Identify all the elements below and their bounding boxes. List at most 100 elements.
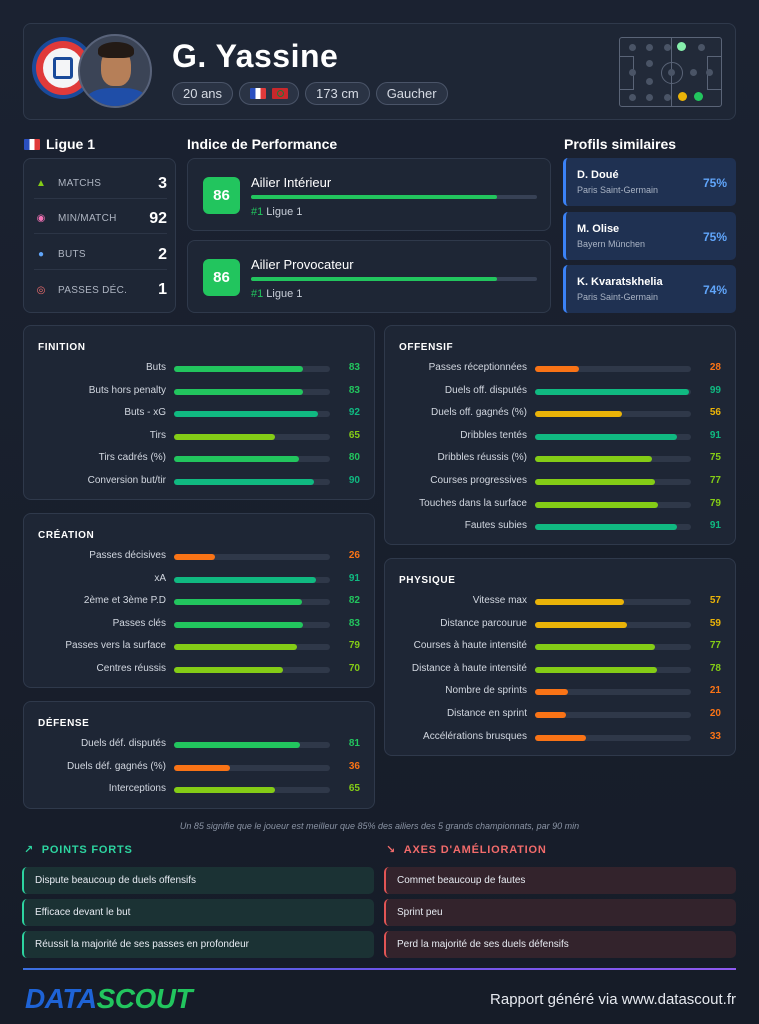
nationality-chip <box>239 82 300 105</box>
performance-card-1: 86 Ailier Intérieur #1 Ligue 1 <box>187 158 551 231</box>
stat-bar-label: Nombre de sprints <box>445 685 527 697</box>
stat-bar-row: Conversion but/tir 90 <box>24 475 374 489</box>
performance-role: Ailier Intérieur <box>251 175 332 190</box>
similar-profile-pct: 75% <box>702 230 727 244</box>
stat-bar-label: Dribbles réussis (%) <box>437 452 527 464</box>
stat-bar-label: Conversion but/tir <box>87 475 166 486</box>
position-dot-active <box>677 42 686 51</box>
stat-bar-value: 65 <box>348 429 360 441</box>
stat-bar-row: Distance à haute intensité 78 <box>385 663 735 677</box>
stat-bar-row: Vitesse max 57 <box>385 595 735 609</box>
stat-bar-row: Courses progressives 77 <box>385 475 735 489</box>
stat-bar-label: Buts hors penalty <box>88 384 166 396</box>
stat-bar-value: 82 <box>348 595 360 607</box>
player-avatar <box>78 34 152 108</box>
weaknesses-title: ↘ AXES D'AMÉLIORATION <box>386 844 547 856</box>
stat-bar-value: 81 <box>348 738 360 749</box>
stat-bar-track <box>535 734 691 741</box>
stat-bar-fill <box>174 366 304 372</box>
target-icon: ◎ <box>36 284 46 296</box>
similar-profile-card[interactable]: M. Olise Bayern München 75% <box>563 212 736 260</box>
stat-bar-label: Centres réussis <box>96 663 166 674</box>
stat-bar-track <box>535 666 691 673</box>
stat-bar-label: Accélérations brusques <box>423 730 527 742</box>
player-info-chips: 20 ans 173 cm Gaucher <box>172 82 448 105</box>
stat-bar-label: Passes clés <box>112 617 166 629</box>
stat-bar-value: 36 <box>348 760 360 772</box>
stat-bar-label: Tirs <box>149 429 166 441</box>
performance-title: Indice de Performance <box>187 136 338 152</box>
stat-bar-track <box>535 411 691 418</box>
similar-profile-pct: 75% <box>702 176 727 190</box>
report-link[interactable]: Rapport généré via www.datascout.fr <box>490 991 736 1008</box>
stat-bar-row: Buts 83 <box>24 362 374 376</box>
stat-bar-fill <box>535 734 587 741</box>
panel-title: OFFENSIF <box>399 342 454 353</box>
stat-bar-label: Duels déf. disputés <box>80 738 166 749</box>
panel-title: PHYSIQUE <box>399 575 456 586</box>
stat-bar-value: 79 <box>348 640 360 652</box>
trending-up-icon: ↗ <box>24 844 35 856</box>
percentile-footnote: Un 85 signifie que le joueur est meilleu… <box>179 821 580 831</box>
strength-item: Efficace devant le but <box>22 899 374 926</box>
panel-title: DÉFENSE <box>38 718 90 729</box>
stat-bar-row: Tirs 65 <box>24 430 374 444</box>
age-chip: 20 ans <box>172 82 234 105</box>
stat-bar-label: Passes réceptionnées <box>428 362 527 373</box>
stat-bar-fill <box>174 479 315 485</box>
stat-bar-label: Fautes subies <box>464 520 527 532</box>
league-title: Ligue 1 <box>24 136 95 152</box>
stat-bar-fill <box>174 456 299 463</box>
stat-bar-track <box>174 479 330 485</box>
stat-bar-track <box>174 411 330 418</box>
stat-bar-fill <box>174 388 304 395</box>
stat-bar-value: 90 <box>348 475 360 486</box>
stat-bar-fill <box>174 411 318 418</box>
stat-bar-row: Dribbles réussis (%) 75 <box>385 452 735 466</box>
stat-bar-fill <box>535 524 677 531</box>
stat-bar-track <box>535 456 691 463</box>
stat-bar-value: 83 <box>348 617 360 629</box>
similar-profile-name: M. Olise <box>577 223 620 235</box>
league-title-text: Ligue 1 <box>46 136 96 152</box>
player-header: G. Yassine 20 ans 173 cm Gaucher <box>23 23 736 120</box>
stat-bar-fill <box>174 764 231 771</box>
stat-bar-value: 78 <box>709 662 721 674</box>
league-stats-card: ▲ MATCHS 3 ◉ MIN/MATCH 92 ● BUTS 2 ◎ PAS… <box>23 158 176 313</box>
stat-bar-track <box>535 524 691 531</box>
foot-chip: Gaucher <box>375 82 448 105</box>
stat-bar-value: 59 <box>709 617 721 629</box>
height-chip: 173 cm <box>305 82 370 105</box>
similar-profile-card[interactable]: D. Doué Paris Saint-Germain 75% <box>563 158 736 206</box>
stat-bar-track <box>174 621 330 628</box>
panel-title: CRÉATION <box>38 530 95 541</box>
stat-row-buts: ● BUTS 2 <box>34 240 167 270</box>
stat-bar-fill <box>174 621 304 628</box>
stat-bar-fill <box>535 621 628 628</box>
stat-bar-row: Passes clés 83 <box>24 618 374 632</box>
similar-profile-card[interactable]: K. Kvaratskhelia Paris Saint-Germain 74% <box>563 265 736 313</box>
stat-bar-track <box>535 433 691 440</box>
panel-finition: FINITION Buts 83 Buts hors penalty 83 Buts -… <box>23 325 375 500</box>
strengths-title: ↗ POINTS FORTS <box>24 844 133 856</box>
stat-bar-track <box>535 621 691 628</box>
stat-bar-fill <box>535 388 690 395</box>
stat-bar-track <box>535 388 691 395</box>
stat-bar-label: Duels off. disputés <box>444 384 527 396</box>
stat-bar-row: Duels off. gagnés (%) 56 <box>385 407 735 421</box>
stat-bar-fill <box>535 712 567 718</box>
stat-bar-row: Courses à haute intensité 77 <box>385 640 735 654</box>
stat-bar-label: 2ème et 3ème P.D <box>83 595 166 607</box>
stat-bar-value: 91 <box>348 572 360 584</box>
stat-bar-label: Interceptions <box>108 783 166 795</box>
stat-bar-label: Touches dans la surface <box>419 497 527 509</box>
similar-profile-name: D. Doué <box>577 169 619 181</box>
position-dot-secondary <box>678 92 687 101</box>
weakness-item: Commet beaucoup de fautes <box>384 867 736 894</box>
stat-bar-fill <box>174 742 301 748</box>
stat-bar-row: Buts hors penalty 83 <box>24 385 374 399</box>
datascout-logo[interactable]: DATASCOUT <box>25 983 193 1014</box>
performance-role: Ailier Provocateur <box>251 257 354 272</box>
stat-row-passes-dec: ◎ PASSES DÉC. 1 <box>34 275 167 305</box>
similar-profile-pct: 74% <box>702 283 727 297</box>
